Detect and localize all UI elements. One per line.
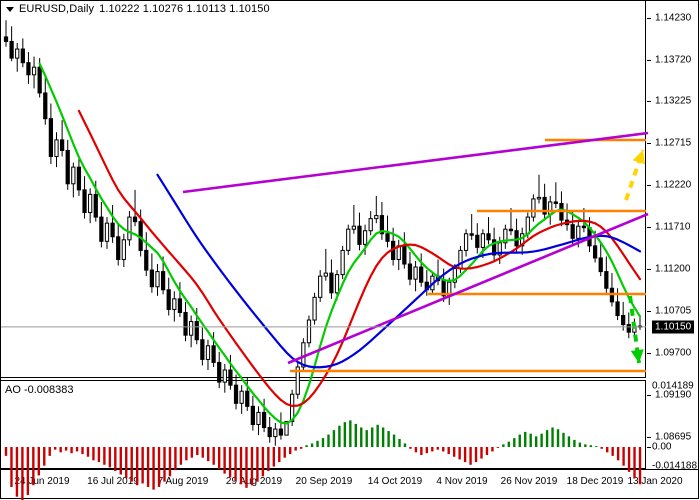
time-axis-label: 16 Jul 2019 xyxy=(87,476,139,487)
time-axis-label: 26 Nov 2019 xyxy=(500,476,558,487)
candlestick-series xyxy=(3,20,643,446)
time-axis-label: 13 Jan 2020 xyxy=(627,476,683,487)
time-axis-label: 24 Jun 2019 xyxy=(14,476,70,487)
time-axis-label: 29 Aug 2019 xyxy=(225,476,283,487)
time-axis-label: 7 Aug 2019 xyxy=(157,476,209,487)
time-axis-label: 4 Nov 2019 xyxy=(436,476,488,487)
time-axis-label: 20 Sep 2019 xyxy=(295,476,353,487)
time-axis-label: 18 Dec 2019 xyxy=(566,476,624,487)
time-axis-label: 14 Oct 2019 xyxy=(367,476,423,487)
ohlc-values: 1.10222 1.10276 1.10113 1.10150 xyxy=(99,3,270,15)
chevron-down-icon[interactable] xyxy=(6,6,14,12)
ao-histogram-series xyxy=(4,420,642,500)
symbol-header: EURUSD,Daily 1.10222 1.10276 1.10113 1.1… xyxy=(6,3,270,15)
time-axis[interactable]: 24 Jun 2019 16 Jul 2019 7 Aug 2019 29 Aug 2… xyxy=(0,470,700,500)
symbol-label: EURUSD,Daily xyxy=(19,3,95,15)
ao-indicator-label: AO -0.008383 xyxy=(5,384,74,396)
